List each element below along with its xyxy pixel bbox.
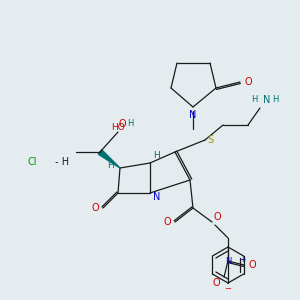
Text: - H: - H [52,157,69,167]
Text: S: S [207,135,213,145]
Text: H: H [127,119,133,128]
Text: O: O [91,203,99,213]
Text: −: − [224,284,232,293]
Text: H: H [106,160,113,169]
Text: O: O [244,77,252,87]
Text: N: N [263,95,270,105]
Text: O: O [248,260,256,270]
Polygon shape [98,150,120,168]
Text: H: H [154,152,160,160]
Text: H: H [251,95,257,104]
Text: +: + [239,254,245,263]
Text: O: O [118,119,126,129]
Text: N: N [225,256,231,266]
Text: O: O [212,278,220,288]
Text: N: N [189,110,197,120]
Text: O: O [163,217,171,227]
Text: N: N [153,192,161,202]
Text: O: O [213,212,221,222]
Text: HO: HO [111,122,125,131]
Text: Cl: Cl [27,157,37,167]
Text: H: H [272,95,278,104]
